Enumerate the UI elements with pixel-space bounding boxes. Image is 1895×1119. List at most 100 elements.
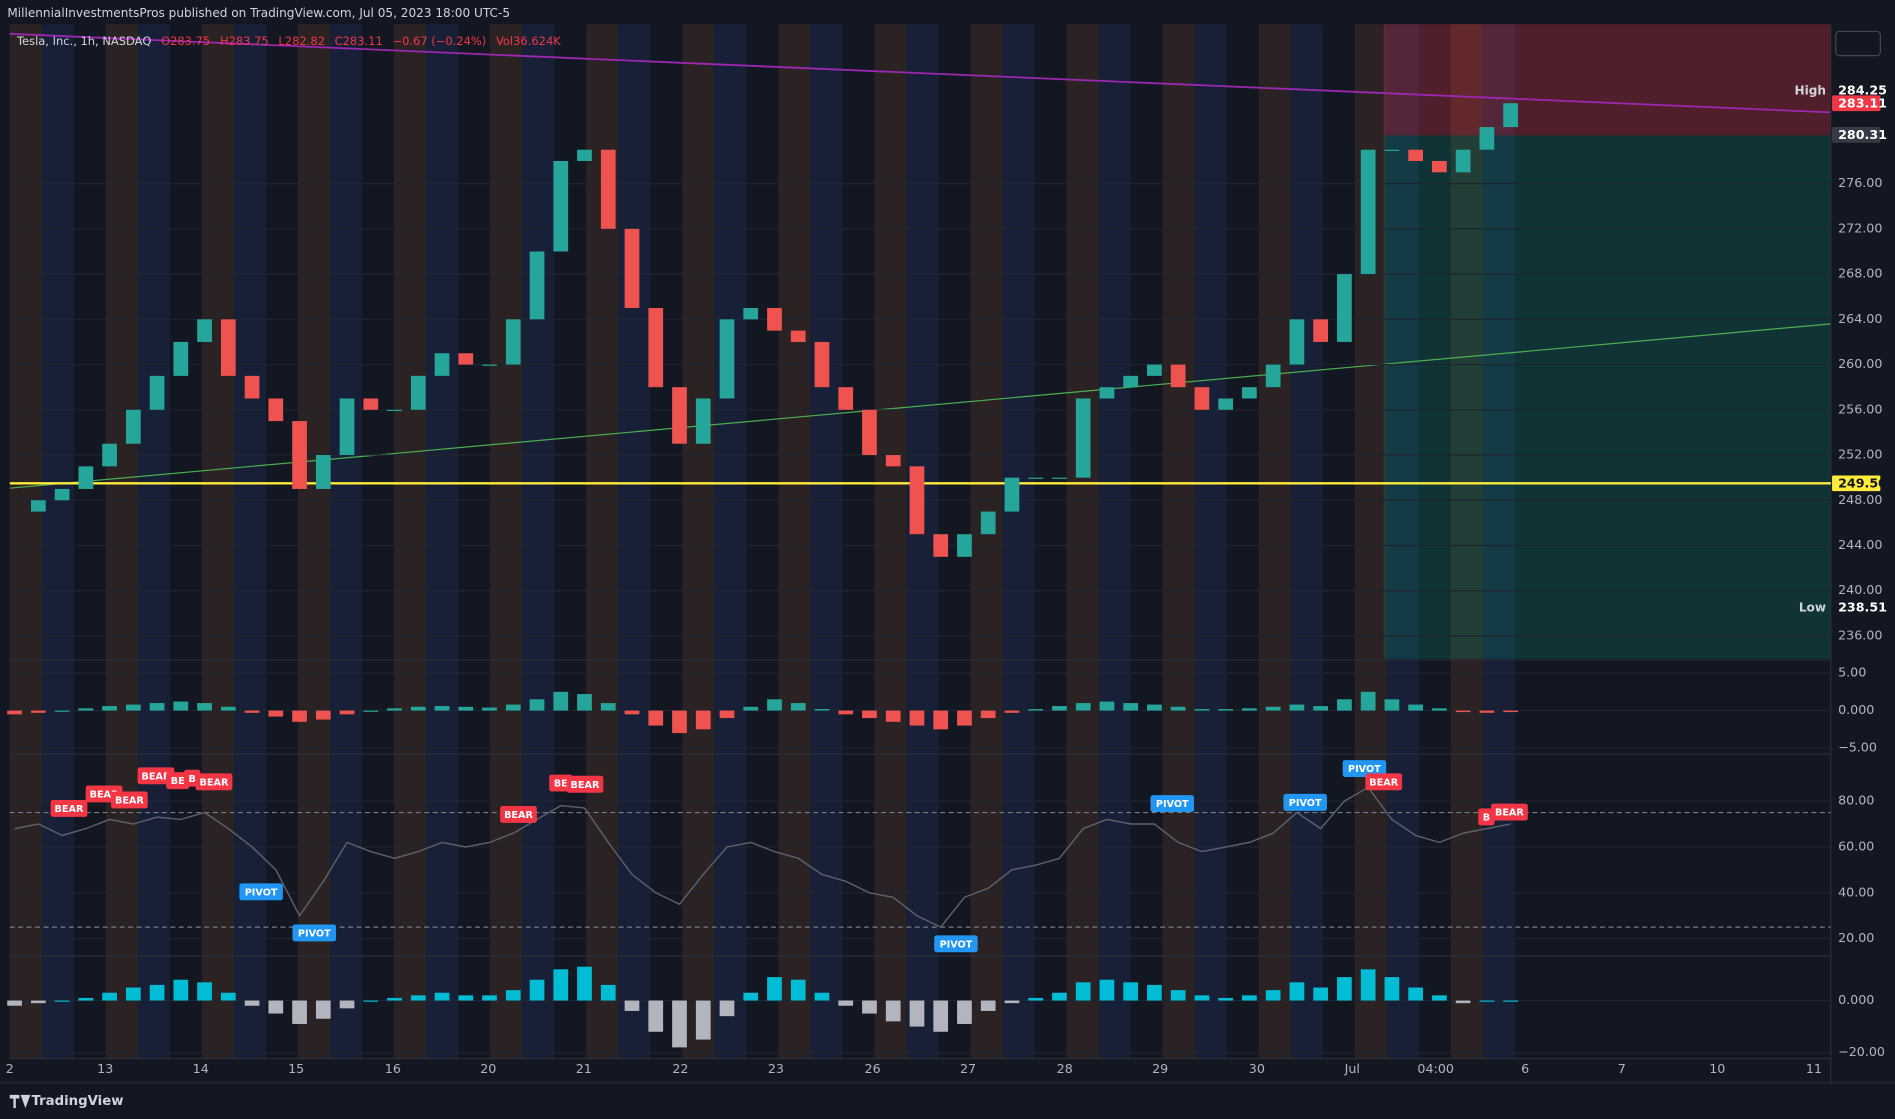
candle — [1052, 477, 1067, 479]
histogram-bar — [363, 1000, 379, 1002]
candle — [909, 466, 925, 535]
histogram-bar — [1432, 995, 1447, 1001]
signal-tag — [195, 773, 233, 791]
histogram-bar — [244, 1000, 260, 1006]
histogram-bar — [268, 1000, 284, 1014]
histogram-bar — [909, 1000, 925, 1027]
histogram-bar — [1337, 699, 1352, 711]
candle — [292, 421, 307, 489]
histogram-bar — [1099, 979, 1115, 1001]
histogram-bar — [78, 708, 94, 711]
candle — [30, 500, 46, 512]
x-tick-label: 13 — [97, 1061, 113, 1076]
histogram-bar — [933, 1000, 949, 1032]
stripe — [490, 24, 523, 1059]
stripe — [74, 24, 106, 1058]
y-tick-label: 20.00 — [1838, 930, 1874, 945]
price-label: 238.51 — [1838, 600, 1887, 615]
y-tick-label: 0.000 — [1838, 702, 1874, 717]
histogram-bar — [54, 1000, 70, 1002]
candle — [1242, 387, 1257, 399]
histogram-bar — [1194, 709, 1210, 711]
histogram-bar — [862, 1000, 877, 1014]
candle — [149, 375, 165, 410]
stripe — [1098, 24, 1131, 1059]
histogram-bar — [767, 699, 782, 711]
histogram-bar — [1194, 995, 1210, 1001]
histogram-bar — [1432, 708, 1447, 711]
histogram-bar — [292, 1000, 307, 1024]
brand: TradingView — [32, 1094, 124, 1109]
x-tick-label: 15 — [288, 1061, 304, 1076]
stripe — [201, 24, 234, 1059]
stripe — [233, 24, 266, 1059]
x-tick-label: 7 — [1618, 1061, 1626, 1076]
stripe — [329, 24, 363, 1059]
candle — [1170, 364, 1186, 388]
candle — [695, 398, 711, 444]
histogram-bar — [790, 703, 806, 711]
x-tick-label: 10 — [1709, 1061, 1725, 1076]
y-tick-label: 40.00 — [1838, 884, 1874, 899]
histogram-bar — [197, 982, 212, 1001]
y-tick-label: 252.00 — [1838, 447, 1882, 462]
stripe — [618, 24, 651, 1059]
panes — [0, 24, 1895, 1084]
histogram-bar — [529, 699, 545, 711]
high: H283.75 — [220, 34, 269, 48]
histogram-bar — [624, 1000, 640, 1011]
y-tick-label: 264.00 — [1838, 311, 1882, 326]
histogram-bar — [363, 710, 379, 712]
histogram-bar — [814, 992, 830, 1001]
candle — [1360, 149, 1376, 275]
stripe — [1482, 24, 1515, 1059]
legend: Tesla, Inc., 1h, NASDAQ O283.75 H283.75 … — [16, 34, 561, 48]
histogram-bar — [482, 707, 497, 711]
signal-tag — [166, 772, 190, 790]
y-tick-label: −20.00 — [1838, 1044, 1885, 1059]
histogram-bar — [1075, 982, 1091, 1001]
short-risk-zone — [1383, 24, 1831, 136]
histogram-bar — [1147, 704, 1162, 711]
x-tick-label: 16 — [385, 1061, 401, 1076]
y-tick-label: 256.00 — [1838, 401, 1882, 416]
x-tick-label: 20 — [480, 1061, 496, 1076]
histogram-bar — [957, 710, 972, 726]
y-tick-label: 5.00 — [1838, 665, 1866, 680]
y-tick-label: 248.00 — [1838, 492, 1882, 507]
histogram-bar — [1052, 992, 1067, 1001]
price-label: 283.11 — [1838, 95, 1887, 110]
histogram-bar — [1289, 982, 1305, 1001]
candle — [220, 319, 236, 376]
histogram-bar — [1170, 706, 1186, 711]
histogram-bar — [268, 710, 284, 717]
candle — [862, 409, 877, 456]
y-tick-label: 260.00 — [1838, 356, 1882, 371]
stripe — [682, 24, 715, 1059]
histogram-bar — [292, 710, 307, 722]
candle — [885, 455, 901, 467]
histogram-bar — [505, 704, 521, 711]
candle — [1432, 161, 1447, 173]
signal-label: PIVOT — [1348, 764, 1381, 775]
stripe — [1386, 24, 1419, 1059]
candle — [814, 341, 830, 388]
settings-button[interactable] — [1835, 30, 1882, 57]
volume: Vol36.624K — [496, 34, 561, 48]
histogram-bar — [648, 1000, 664, 1032]
histogram-bar — [1147, 984, 1162, 1001]
candle — [1123, 375, 1139, 388]
x-tick-label: 2 — [6, 1061, 14, 1076]
candle — [1479, 127, 1495, 150]
histogram-bar — [648, 710, 664, 726]
y-tick-label: −5.00 — [1838, 740, 1877, 755]
signal-label: PIVOT — [245, 887, 278, 898]
candle — [363, 398, 379, 410]
x-tick-label: 14 — [193, 1061, 209, 1076]
histogram-bar — [743, 706, 759, 711]
close: C283.11 — [335, 34, 383, 48]
histogram-bar — [672, 710, 687, 734]
x-tick-label: 11 — [1806, 1061, 1822, 1076]
histogram-bar — [1218, 709, 1234, 711]
